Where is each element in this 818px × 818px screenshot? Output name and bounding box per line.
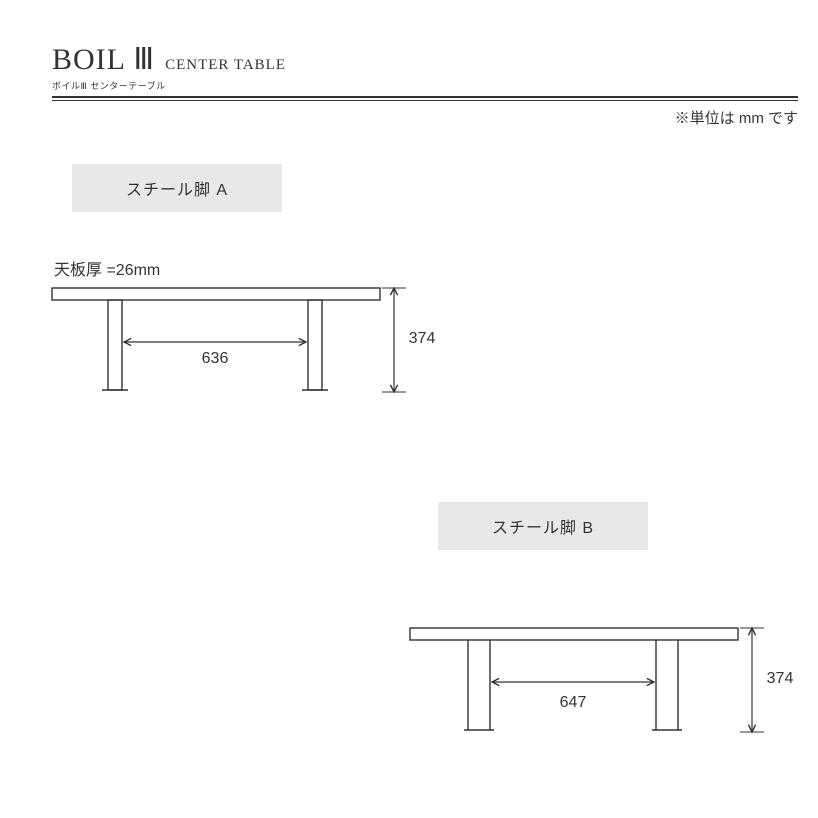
table-b-drawing xyxy=(0,0,818,818)
dim-b-height: 374 xyxy=(760,670,800,688)
dim-b-width: 647 xyxy=(553,694,593,712)
